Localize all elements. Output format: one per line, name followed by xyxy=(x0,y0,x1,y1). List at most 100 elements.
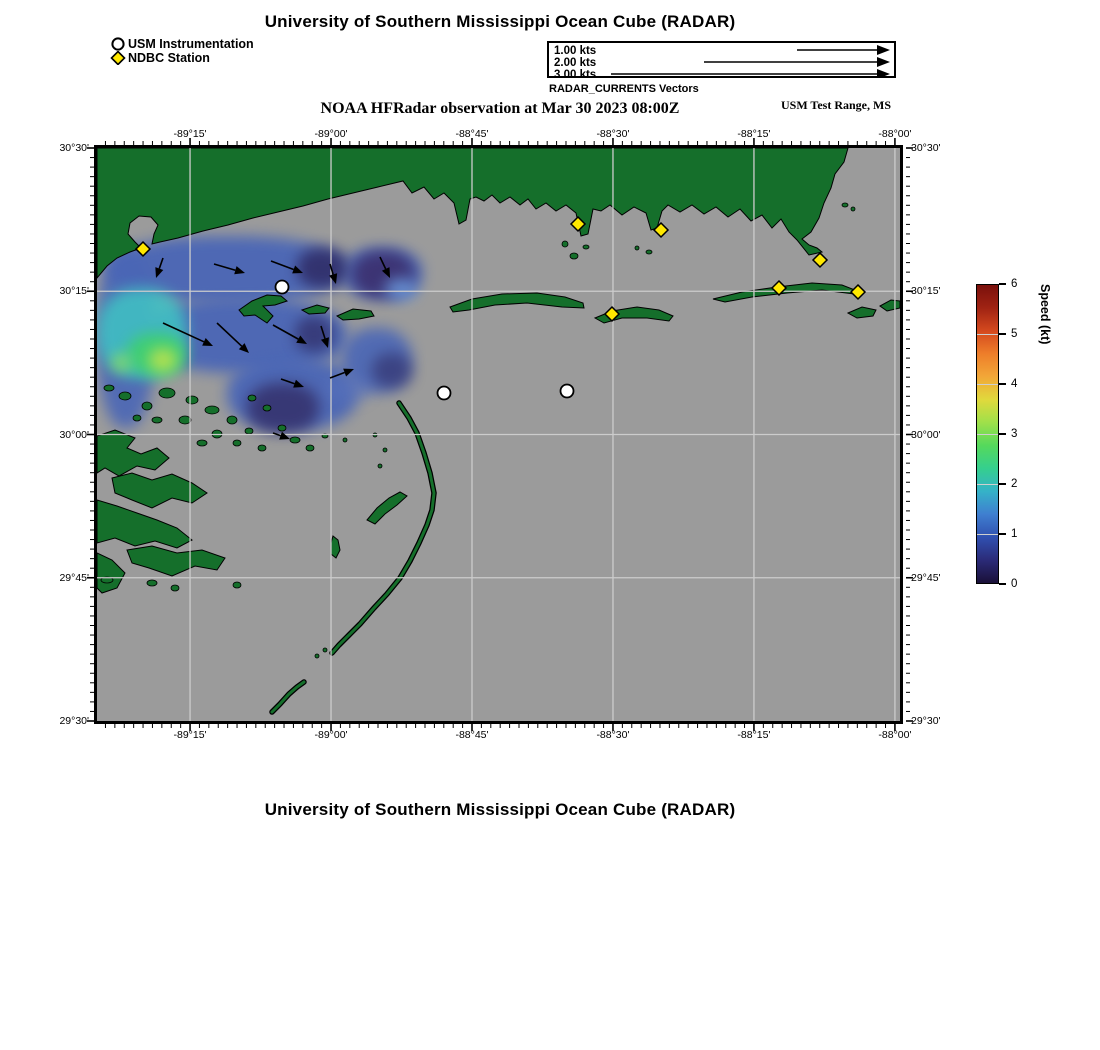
islet xyxy=(561,240,569,248)
islet xyxy=(170,584,180,592)
colorbar-tick-label: 1 xyxy=(1011,528,1018,540)
svg-text:1.00 kts: 1.00 kts xyxy=(554,45,596,57)
colorbar-tick-label: 2 xyxy=(1011,478,1018,490)
x-axis-label-top: -88°30' xyxy=(596,128,630,140)
colorbar-tick xyxy=(999,283,1006,285)
x-axis-label-bottom: -88°45' xyxy=(455,729,489,741)
legend-item-ndbc: NDBC Station xyxy=(110,50,254,66)
islet xyxy=(185,395,199,405)
ndbc-station-marker xyxy=(770,279,788,297)
colorbar-gridline xyxy=(977,484,998,485)
land-polygon xyxy=(330,535,341,559)
x-axis-label-top: -89°00' xyxy=(314,128,348,140)
svg-text:2.00 kts: 2.00 kts xyxy=(554,57,596,69)
islet xyxy=(289,436,301,444)
islet xyxy=(277,424,287,432)
speed-blob xyxy=(149,348,177,372)
land-polygon xyxy=(97,148,849,279)
current-vector xyxy=(320,325,329,348)
land-polygon xyxy=(449,292,585,313)
current-vector xyxy=(270,260,303,274)
land-polygon xyxy=(111,472,208,509)
usm-instrumentation-marker xyxy=(436,385,452,401)
colorbar-tick xyxy=(999,383,1006,385)
colorbar-gridline xyxy=(977,384,998,385)
land-polygon xyxy=(879,299,900,312)
islet xyxy=(232,581,242,589)
ndbc-station-marker xyxy=(569,215,587,233)
current-vector xyxy=(216,322,249,353)
x-axis-label-top: -89°15' xyxy=(173,128,207,140)
islet xyxy=(204,405,220,415)
islet xyxy=(178,415,192,425)
legend-label: USM Instrumentation xyxy=(128,37,254,51)
current-vector xyxy=(379,256,390,278)
land-polygon xyxy=(238,294,289,324)
map-legend: USM Instrumentation NDBC Station xyxy=(110,37,254,66)
islet xyxy=(146,579,158,587)
current-vector xyxy=(213,263,245,275)
speed-blob xyxy=(297,248,347,288)
current-vector xyxy=(272,324,307,344)
y-axis-label-right: 30°15' xyxy=(911,285,941,298)
map-overlay-svg xyxy=(97,148,900,721)
islet xyxy=(100,576,114,584)
current-vector xyxy=(329,368,354,379)
x-axis-label-top: -88°15' xyxy=(737,128,771,140)
ndbc-station-marker xyxy=(811,251,829,269)
land-polygon xyxy=(300,304,330,315)
land-polygon xyxy=(97,499,193,549)
islet xyxy=(226,415,238,425)
colorbar-tick xyxy=(999,433,1006,435)
current-vector xyxy=(329,263,338,284)
legend-item-usm: USM Instrumentation xyxy=(110,37,254,51)
test-range-label: USM Test Range, MS xyxy=(780,98,891,112)
page-title: University of Southern Mississippi Ocean… xyxy=(264,12,736,31)
speed-colorbar xyxy=(976,284,999,584)
ndbc-station-marker xyxy=(652,221,670,239)
colorbar-tick xyxy=(999,333,1006,335)
islet xyxy=(196,439,208,447)
colorbar-gridline xyxy=(977,334,998,335)
islet xyxy=(118,391,132,401)
colorbar-tick-label: 6 xyxy=(1011,278,1018,290)
vector-scale-box: 1.00 kts 2.00 kts 3.00 kts xyxy=(547,41,896,81)
ndbc-station-marker xyxy=(134,240,152,258)
x-axis-label-bottom: -88°00' xyxy=(878,729,912,741)
vector-scale-caption: RADAR_CURRENTS Vectors xyxy=(549,83,699,95)
islet xyxy=(244,427,254,435)
y-axis-label-left: 30°00' xyxy=(59,428,89,441)
islet xyxy=(247,394,257,402)
x-axis-label-bottom: -89°15' xyxy=(173,729,207,741)
land-polygon xyxy=(126,545,226,577)
x-axis-label-top: -88°00' xyxy=(878,128,912,140)
y-axis-label-right: 30°30' xyxy=(911,142,941,154)
land-polygon xyxy=(366,491,408,525)
islet xyxy=(257,444,267,452)
islet xyxy=(342,437,348,443)
land-polygon xyxy=(335,308,375,321)
y-axis-label-left: 30°30' xyxy=(59,142,89,154)
colorbar-gridline xyxy=(977,434,998,435)
x-axis-label-bottom: -89°00' xyxy=(314,729,348,741)
speed-blob xyxy=(372,353,412,388)
colorbar-tick xyxy=(999,483,1006,485)
speed-blob xyxy=(385,278,417,300)
speed-blob xyxy=(111,354,131,372)
land-polygon xyxy=(846,306,877,319)
current-vector xyxy=(162,322,213,346)
colorbar-tick xyxy=(999,533,1006,535)
islet xyxy=(305,444,315,452)
current-vector xyxy=(280,378,304,388)
islet xyxy=(322,647,328,653)
land-polygon xyxy=(97,552,126,594)
islet xyxy=(582,244,590,250)
islet xyxy=(141,401,153,411)
islet xyxy=(841,202,849,208)
islet xyxy=(850,206,856,212)
islet xyxy=(103,384,115,392)
open-circle-icon xyxy=(110,37,128,51)
islet xyxy=(377,463,383,469)
